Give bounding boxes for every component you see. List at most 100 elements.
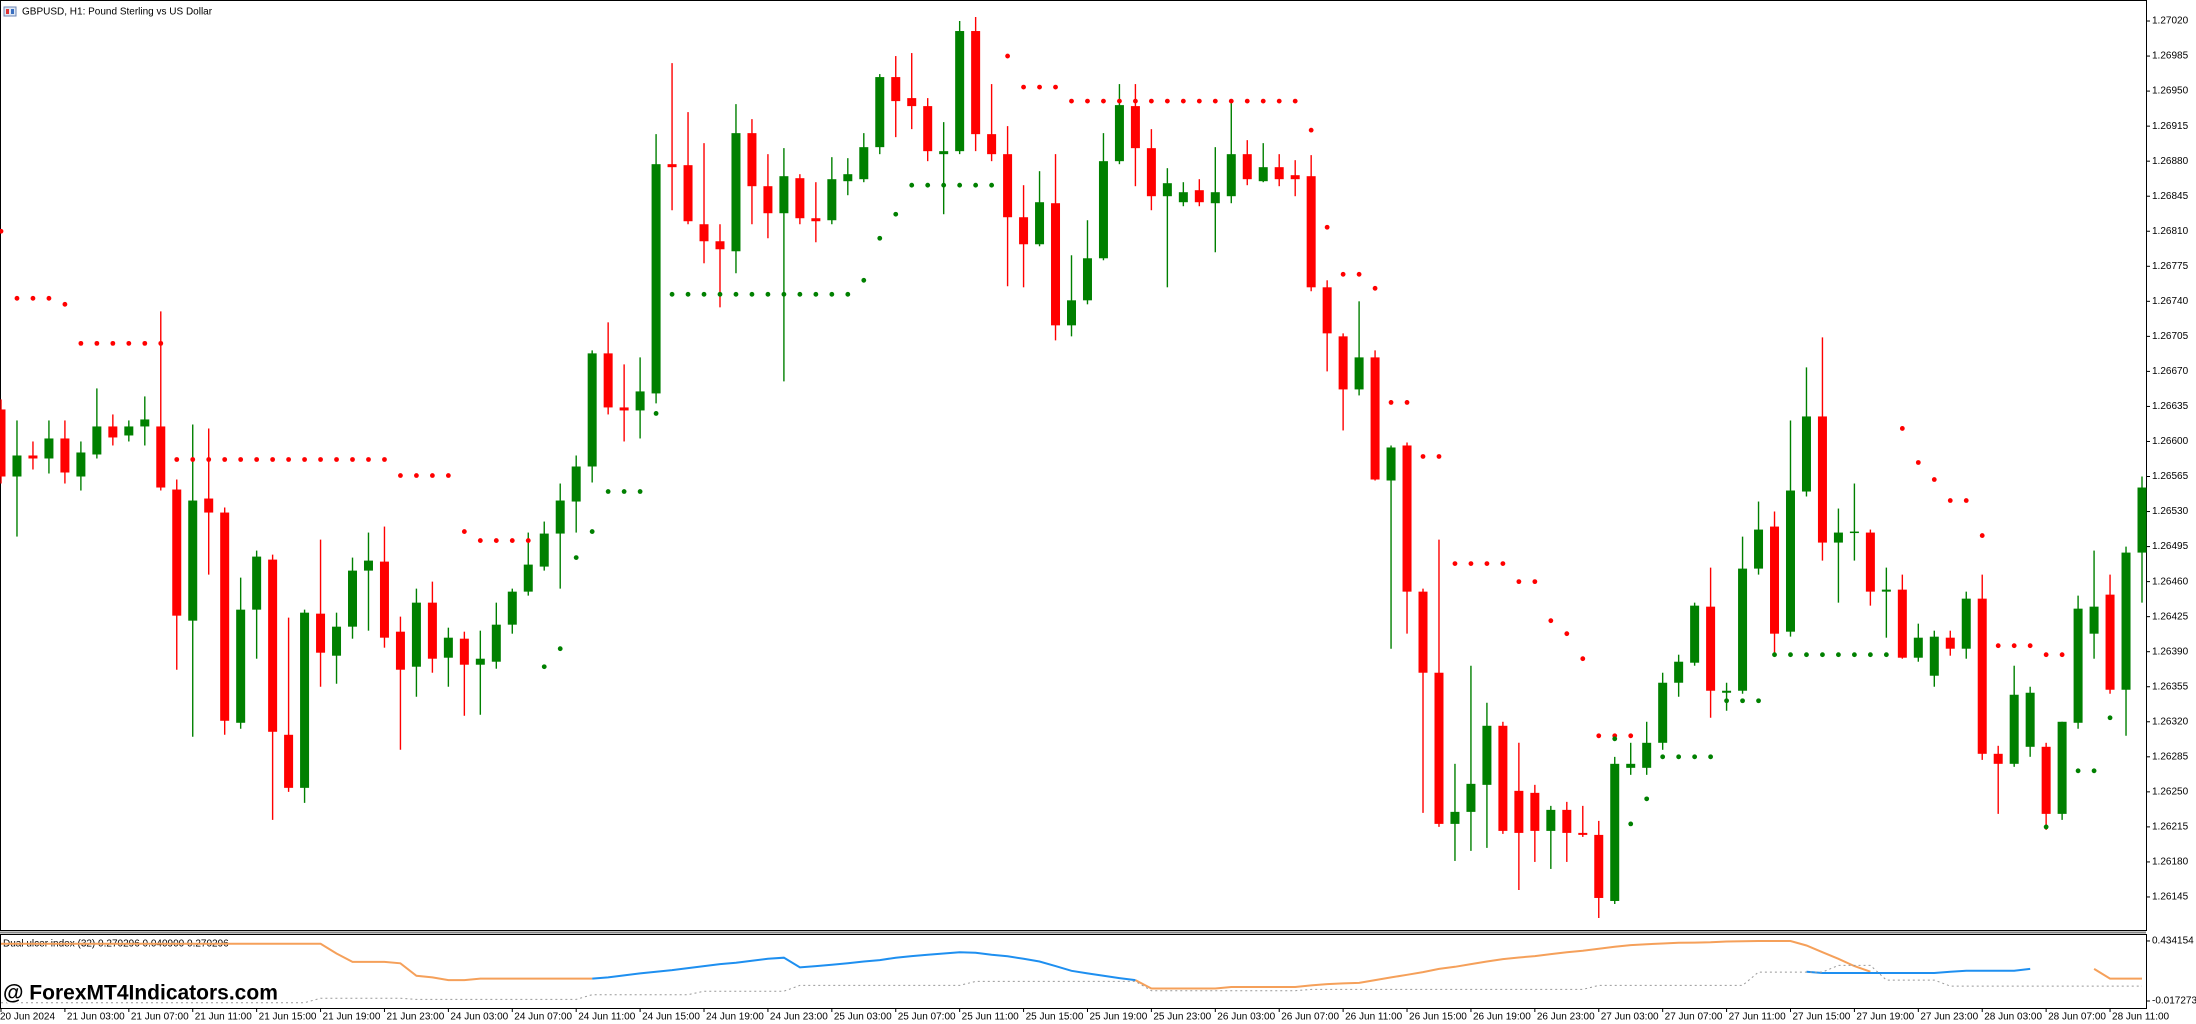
indicator-dot xyxy=(525,538,531,543)
indicator-dot xyxy=(142,340,148,346)
indicator-dot xyxy=(1963,498,1969,503)
y-tick-label: 1.26180 xyxy=(2152,857,2189,868)
indicator-dot xyxy=(1931,477,1937,482)
candle-body xyxy=(0,409,6,477)
indicator-dot xyxy=(1260,98,1266,104)
indicator-dot xyxy=(1005,53,1010,59)
indicator-dot xyxy=(1452,561,1458,567)
indicator-dot xyxy=(973,182,979,188)
indicator-dot xyxy=(1324,224,1330,230)
indicator-dot xyxy=(318,457,323,462)
y-tick-label: 1.26880 xyxy=(2152,156,2189,167)
candle-body xyxy=(507,591,517,625)
indicator-dot xyxy=(2011,643,2017,649)
candle-body xyxy=(1754,529,1764,569)
indicator-dot xyxy=(1196,98,1202,104)
candle-body xyxy=(28,455,38,459)
x-tick-label: 25 Jun 19:00 xyxy=(1089,1012,1147,1023)
candle-body xyxy=(1466,783,1476,812)
y-tick-label: 1.26145 xyxy=(2152,892,2189,903)
x-tick-label: 25 Jun 11:00 xyxy=(962,1012,1020,1023)
candle-body xyxy=(1386,447,1396,481)
y-tick-label: 1.26600 xyxy=(2152,436,2189,447)
y-tick-label: 1.26810 xyxy=(2152,226,2189,237)
indicator-dot xyxy=(1612,736,1618,742)
candle-body xyxy=(1067,300,1076,326)
x-tick-label: 21 Jun 15:00 xyxy=(259,1012,317,1023)
candle-body xyxy=(2137,487,2147,553)
indicator-dot xyxy=(126,340,132,346)
indicator-dot xyxy=(398,473,403,478)
candle-body xyxy=(1626,763,1636,768)
y-tick-label: 1.26740 xyxy=(2152,296,2189,307)
indicator-dot xyxy=(1532,579,1538,585)
candle-body xyxy=(1354,357,1364,390)
indicator-dot xyxy=(238,457,244,462)
y-tick-label: 1.26845 xyxy=(2152,191,2189,202)
candle-body xyxy=(1849,531,1859,534)
candle-body xyxy=(1514,790,1524,833)
indicator-dot xyxy=(1628,733,1634,739)
candle-body xyxy=(1482,725,1492,785)
indicator-dot xyxy=(14,295,20,301)
y-tick-label: 1.26565 xyxy=(2152,471,2189,482)
indicator-dot xyxy=(366,457,371,462)
candle-body xyxy=(1130,106,1140,149)
candle-body xyxy=(987,134,997,155)
x-tick-label: 26 Jun 15:00 xyxy=(1409,1012,1467,1023)
candle-body xyxy=(60,438,70,473)
indicator-dot xyxy=(286,457,291,462)
indicator-dot xyxy=(2027,643,2033,649)
x-tick-label: 28 Jun 07:00 xyxy=(2048,1012,2106,1023)
indicator-line xyxy=(1,964,2142,1004)
candle-body xyxy=(763,186,773,214)
y-tick-label: 1.26635 xyxy=(2152,401,2189,412)
indicator-dot xyxy=(2091,768,2097,774)
candle-body xyxy=(539,533,549,567)
indicator-dot xyxy=(1117,98,1122,104)
candle-body xyxy=(268,559,278,732)
x-tick-label: 27 Jun 07:00 xyxy=(1665,1012,1723,1023)
x-tick-label: 24 Jun 11:00 xyxy=(578,1012,636,1023)
candle-body xyxy=(827,179,837,221)
symbol-icon xyxy=(3,6,17,17)
y-tick-label: 1.26915 xyxy=(2152,121,2189,132)
indicator-dot xyxy=(206,457,212,462)
indicator-dot xyxy=(653,411,659,416)
indicator-dot xyxy=(1740,698,1745,704)
indicator-dot xyxy=(1228,98,1234,104)
indicator-dot xyxy=(1756,698,1761,704)
indicator-dot xyxy=(445,473,451,478)
indicator-dot xyxy=(717,291,723,297)
candle-body xyxy=(651,164,661,394)
indicator-dot xyxy=(414,473,419,478)
candle-body xyxy=(1418,591,1428,673)
x-tick-label: 21 Jun 11:00 xyxy=(195,1012,253,1023)
candle-body xyxy=(1450,811,1460,824)
indicator-dot xyxy=(541,664,547,670)
candle-body xyxy=(395,631,405,670)
candle-body xyxy=(1370,357,1380,480)
indicator-dot xyxy=(701,291,707,297)
candle-body xyxy=(1578,832,1588,835)
indicator-dot xyxy=(1053,84,1058,90)
indicator-dot xyxy=(190,457,196,462)
candle-body xyxy=(1562,809,1572,833)
indicator-dot xyxy=(1804,652,1809,658)
candle-body xyxy=(619,407,629,411)
y-tick-label: 1.27020 xyxy=(2152,16,2189,27)
candle-body xyxy=(204,498,214,513)
indicator-dot xyxy=(62,301,68,307)
icon-box xyxy=(3,6,17,17)
indicator-dot xyxy=(46,295,52,301)
candle-body xyxy=(1003,154,1013,218)
x-tick-label: 21 Jun 23:00 xyxy=(386,1012,444,1023)
y-tick-label: 1.26320 xyxy=(2152,716,2189,727)
icon-bar xyxy=(6,9,9,14)
indicator-dot xyxy=(877,235,883,241)
indicator-dot xyxy=(845,291,851,297)
x-tick-label: 24 Jun 23:00 xyxy=(770,1012,828,1023)
y-tick-label: 1.26705 xyxy=(2152,331,2189,342)
x-tick-label: 27 Jun 23:00 xyxy=(1920,1012,1978,1023)
